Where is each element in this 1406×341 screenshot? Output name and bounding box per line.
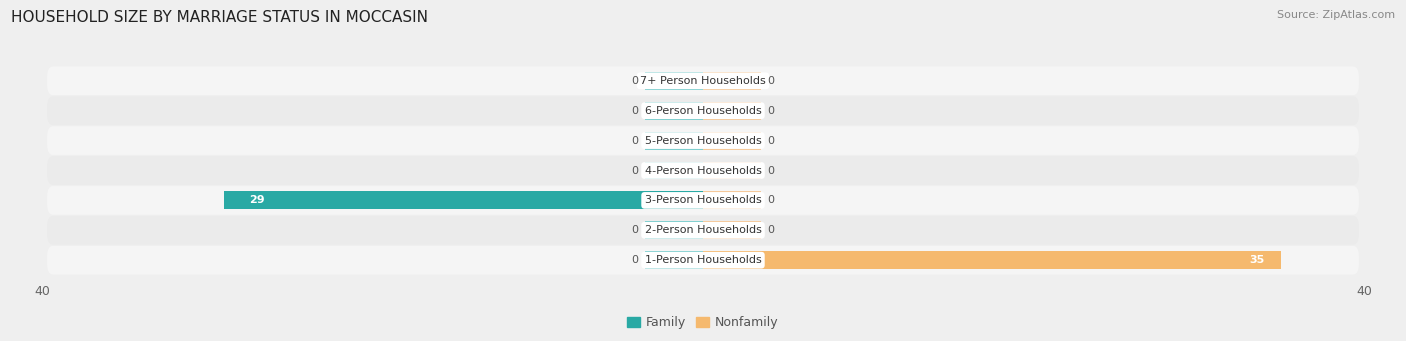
Text: 35: 35: [1250, 255, 1264, 265]
Text: 0: 0: [631, 76, 638, 86]
Text: 2-Person Households: 2-Person Households: [644, 225, 762, 235]
Text: 7+ Person Households: 7+ Person Households: [640, 76, 766, 86]
Text: 0: 0: [768, 76, 775, 86]
Text: 0: 0: [768, 106, 775, 116]
Bar: [703, 191, 761, 209]
Bar: [645, 132, 703, 150]
Text: 0: 0: [631, 255, 638, 265]
FancyBboxPatch shape: [48, 66, 1358, 95]
Bar: [645, 72, 703, 90]
Bar: [703, 102, 761, 120]
Bar: [703, 132, 761, 150]
Bar: [703, 251, 1281, 269]
Bar: [703, 72, 761, 90]
Text: 4-Person Households: 4-Person Households: [644, 165, 762, 176]
Text: 0: 0: [768, 165, 775, 176]
Bar: [224, 191, 703, 209]
Text: 0: 0: [631, 225, 638, 235]
FancyBboxPatch shape: [48, 97, 1358, 125]
Bar: [645, 221, 703, 239]
Text: 0: 0: [768, 136, 775, 146]
Text: 0: 0: [768, 225, 775, 235]
Text: 3-Person Households: 3-Person Households: [644, 195, 762, 205]
Text: Source: ZipAtlas.com: Source: ZipAtlas.com: [1277, 10, 1395, 20]
FancyBboxPatch shape: [48, 246, 1358, 275]
FancyBboxPatch shape: [48, 156, 1358, 185]
Bar: [645, 162, 703, 179]
Bar: [703, 221, 761, 239]
Text: 1-Person Households: 1-Person Households: [644, 255, 762, 265]
Text: 0: 0: [768, 195, 775, 205]
FancyBboxPatch shape: [48, 216, 1358, 244]
Text: 0: 0: [631, 136, 638, 146]
FancyBboxPatch shape: [48, 126, 1358, 155]
Text: 29: 29: [249, 195, 264, 205]
Legend: Family, Nonfamily: Family, Nonfamily: [623, 311, 783, 335]
Bar: [645, 251, 703, 269]
Text: 0: 0: [631, 106, 638, 116]
Bar: [703, 162, 761, 179]
Text: 5-Person Households: 5-Person Households: [644, 136, 762, 146]
Bar: [645, 102, 703, 120]
Text: HOUSEHOLD SIZE BY MARRIAGE STATUS IN MOCCASIN: HOUSEHOLD SIZE BY MARRIAGE STATUS IN MOC…: [11, 10, 429, 25]
FancyBboxPatch shape: [48, 186, 1358, 215]
Text: 0: 0: [631, 165, 638, 176]
Text: 6-Person Households: 6-Person Households: [644, 106, 762, 116]
